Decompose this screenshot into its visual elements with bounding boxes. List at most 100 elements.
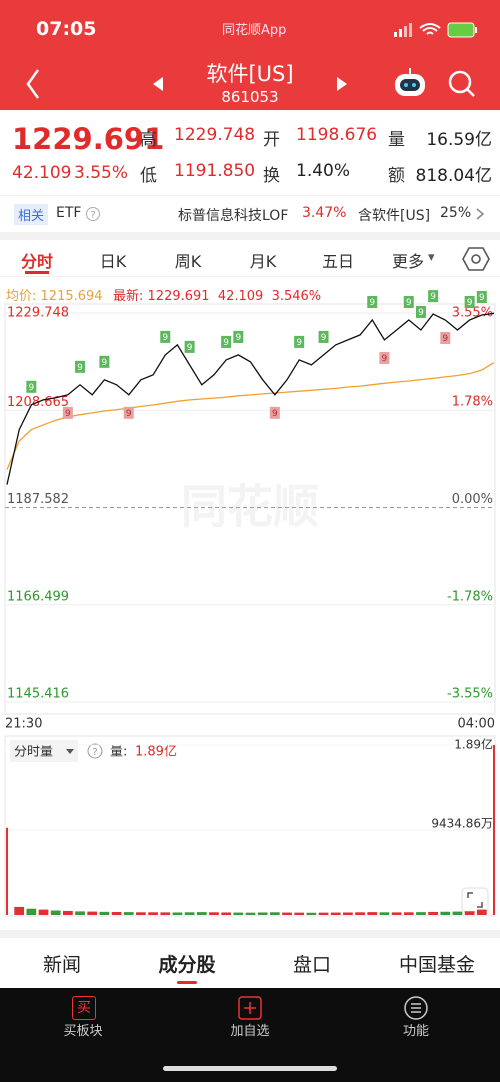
holding-label: 含软件[US] [358,208,431,224]
caret: ▾ [428,250,435,265]
volume-bar [196,912,207,915]
status-app: 同花顺App [222,23,287,38]
bottom-tab-underline [177,981,197,984]
signal-marker [75,360,86,373]
latest-pct: 3.546% [271,289,322,304]
volume-label[interactable]: 分时量 [14,745,53,760]
bottom-tab[interactable]: 成分股 [158,954,216,976]
search-icon[interactable] [446,68,478,100]
toolbar-label[interactable]: 功能 [402,1024,429,1039]
signal-marker [233,330,244,343]
volume-bar [294,912,305,915]
tab[interactable]: 五日 [321,252,354,271]
signal-label: 9 [102,358,108,368]
stat-value: 1198.676 [296,125,378,145]
signal-label: 9 [126,409,132,419]
volume-bar [6,827,8,915]
stat-value: 1229.748 [174,125,256,145]
toolbar-icon[interactable] [237,995,263,1021]
signal-marker [123,406,134,419]
divider [0,195,500,196]
volume-bar [172,912,183,915]
volume-bar [63,910,73,915]
etf-label: ETF [56,205,82,221]
y2-tick-label: 3.55% [452,306,493,321]
volume-bar [343,912,353,915]
volume-bar [123,912,134,915]
volume-bar [38,909,49,915]
stat-value: 1191.850 [174,161,256,181]
signal-label: 9 [28,383,34,393]
tab[interactable]: 更多 [391,252,424,271]
avg-line [6,362,495,470]
volume-bar [379,912,390,915]
volume-bar [160,912,171,915]
volume-bar [136,912,146,915]
volume-bar [493,745,495,915]
latest-summary: 最新: 1229.691 42.109 3.546% [113,285,321,304]
signal-label: 9 [382,354,388,364]
prev-button[interactable] [150,74,166,94]
price: 1229.691 [12,122,165,156]
back-button[interactable] [20,64,50,104]
volume-total: 1.89亿 [135,745,177,760]
volume-bar [111,912,122,915]
expand-icon[interactable] [461,887,489,913]
stat-value: 1.40% [296,161,351,181]
fund-name[interactable]: 标普信息科技LOF [178,208,289,224]
bottom-tab[interactable]: 盘口 [292,954,331,976]
tab[interactable]: 周K [174,252,202,271]
volume-bar [257,912,268,915]
bottom-tab[interactable]: 中国基金 [398,954,475,976]
volume-bar [14,906,25,915]
gap [0,930,500,938]
info-icon[interactable]: ? [85,206,101,222]
tab[interactable]: 月K [249,252,277,271]
tab[interactable]: 分时 [20,252,53,271]
y2-tick-label: 0.00% [452,492,493,507]
change-pct: 3.55% [74,163,129,183]
settings-icon[interactable] [462,246,490,272]
signal-label: 9 [296,338,302,348]
stat-value: 818.04亿 [415,166,492,186]
y-tick-label: 1145.416 [7,687,69,702]
signal-marker [184,340,195,353]
tab[interactable]: 日K [99,252,127,271]
robot-icon[interactable] [392,66,428,100]
chevron[interactable] [474,206,486,222]
signal-label: 9 [223,338,229,348]
home-indicator [163,1066,337,1071]
toolbar-label[interactable]: 买板块 [63,1024,103,1039]
signal-label: 9 [235,333,241,343]
signal-label: 9 [467,298,473,308]
latest-value: 1229.691 [147,289,210,304]
volume-bar [318,912,329,915]
plot-frame [4,303,496,715]
status-icons [394,22,477,38]
toolbar-label[interactable]: 加自选 [230,1024,270,1039]
latest-label: 最新: [113,289,144,304]
stat-label: 额 [388,166,405,186]
svg-text:?: ? [92,747,97,758]
x-end: 04:00 [458,717,495,732]
nav-title: 软件[US] [206,62,294,86]
volume-total-label: 量: [110,745,127,760]
bottom-tab[interactable]: 新闻 [42,954,81,976]
signal-label: 9 [77,363,83,373]
stat-label: 低 [140,166,157,186]
volume-bar [99,911,110,915]
chart: 同花顺 21:30 04:00 分时量 ? 量: 1.89亿 1145.416 1… [4,290,496,917]
avg-value: 1215.694 [40,289,103,304]
volume-bar [403,912,414,915]
signal-marker [403,296,414,309]
next-button[interactable] [334,74,350,94]
divider [0,276,500,277]
fund-change: 3.47% [302,205,347,221]
toolbar-icon[interactable]: 买 [72,996,96,1020]
toolbar-icon[interactable] [403,995,429,1021]
volume-bar [26,908,37,915]
signal-marker [99,355,110,368]
volume-bar [330,912,341,915]
signal-label: 9 [418,308,424,318]
volume-tick-label: 1.89亿 [454,737,493,752]
